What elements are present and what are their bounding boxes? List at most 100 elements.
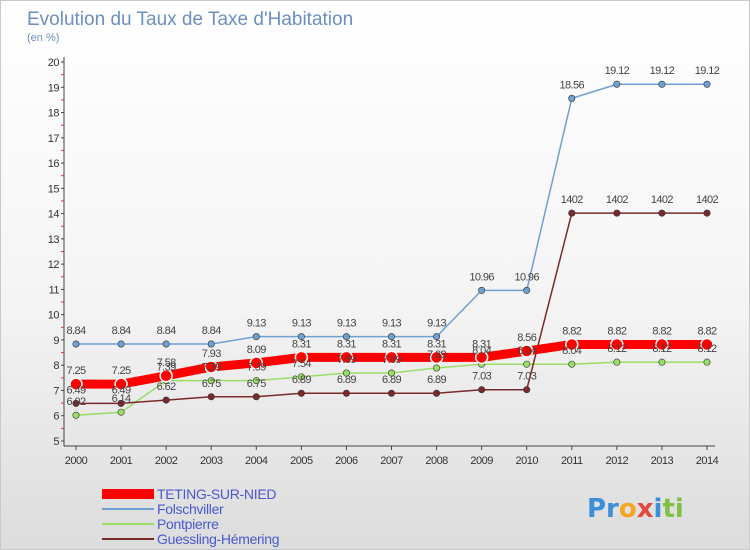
data-point [568,360,576,368]
data-label: 10.96 [514,271,539,283]
logo-part: i [654,494,663,524]
y-tick-label: 20 [48,57,60,69]
data-point [655,337,669,352]
legend-label: TETING-SUR-NIED [157,486,276,502]
data-point [252,377,260,385]
x-tick-label: 2010 [515,455,538,467]
data-label: 19.12 [695,65,720,77]
data-label: 8.31 [472,338,491,350]
legend-label: Pontpierre [157,516,219,532]
data-label: 1402 [651,194,674,206]
data-point [342,333,350,341]
data-point [658,80,666,88]
data-labels: 7.25 7.25 7.58 7.93 8.09 8.31 8.31 8.31 8.31 8.31… [66,65,720,408]
data-label: 8.31 [337,338,356,350]
y-tick-label: 8 [53,360,59,372]
x-tick-label: 2014 [696,455,719,467]
data-label: 8.04 [562,345,581,357]
data-point [478,386,486,394]
x-tick-label: 2006 [335,455,358,467]
y-tick-label: 11 [49,284,60,296]
y-tick-label: 19 [48,82,60,94]
data-label: 9.13 [292,318,311,330]
y-tick-label: 10 [48,310,60,322]
data-label: 7.69 [337,354,356,366]
data-point [342,389,350,397]
chart-title: Evolution du Taux de Taxe d'Habitation [27,9,353,30]
data-point [568,209,576,217]
data-point [159,369,173,383]
data-label: 7.03 [472,371,491,383]
x-tick-label: 2007 [380,455,403,467]
data-label: 6.02 [66,396,85,408]
y-tick-label: 9 [53,335,59,347]
y-tick-label: 17 [48,133,60,145]
x-tick-label: 2008 [425,455,448,467]
data-point [610,337,624,352]
data-point [613,80,621,88]
y-tick-label: 18 [48,108,60,120]
legend-swatch [102,538,154,540]
data-point [249,356,264,370]
data-label: 8.31 [427,338,446,350]
data-label: 7.39 [157,362,176,374]
data-point [613,358,621,366]
data-point [204,360,218,374]
data-label: 19.12 [605,65,630,77]
y-tick-label: 12 [48,259,60,271]
data-point [478,286,486,294]
svg-text:Proxiti: Proxiti [587,494,684,524]
data-label: 8.31 [382,338,401,350]
data-point [565,337,579,352]
data-point [72,411,80,419]
chart-subtitle: (en %) [27,32,59,44]
y-tick-label: 7 [53,385,59,397]
data-label: 7.58 [157,357,176,369]
data-label: 9.13 [382,318,401,330]
y-tick-label: 14 [48,209,60,221]
data-point [387,369,395,377]
data-label: 6.89 [292,374,311,386]
x-tick-label: 2012 [606,455,629,467]
y-tick-label: 16 [48,158,60,170]
data-point [297,389,305,397]
data-point [387,389,395,397]
legend-swatch [102,523,154,525]
data-label: 6.75 [247,378,266,390]
logo-part: ti [662,494,683,524]
y-tick-label: 15 [48,183,60,195]
data-point [342,369,350,377]
data-label: 8.12 [607,343,626,355]
legend-label: Guessling-Hémering [157,531,279,547]
data-point [703,358,711,366]
data-point [297,373,305,381]
data-point [72,340,80,348]
data-label: 10.96 [469,271,494,283]
legend-label: Folschviller [157,501,224,517]
data-label: 9.13 [247,318,266,330]
data-label: 7.39 [247,362,266,374]
legend-swatch [102,508,154,510]
x-tick-label: 2004 [245,455,268,467]
data-point [162,340,170,348]
data-label: 9.13 [337,318,356,330]
data-label: 6.89 [337,374,356,386]
proxiti-logo: Proxiti [587,494,684,524]
data-label: 7.89 [427,349,446,361]
y-tick-label: 6 [53,411,59,423]
data-point [433,364,441,372]
data-point [658,209,666,217]
data-label: 8.82 [562,325,581,337]
y-tick-label: 13 [48,234,60,246]
data-label: 19.12 [650,65,675,77]
data-point [207,340,215,348]
data-point [523,386,531,394]
logo-part: Pr [587,494,619,524]
data-label: 6.62 [157,381,176,393]
data-point [658,358,666,366]
data-label: 6.75 [202,378,221,390]
x-tick-label: 2003 [200,455,223,467]
data-label: 8.84 [112,325,131,337]
data-point [207,377,215,385]
